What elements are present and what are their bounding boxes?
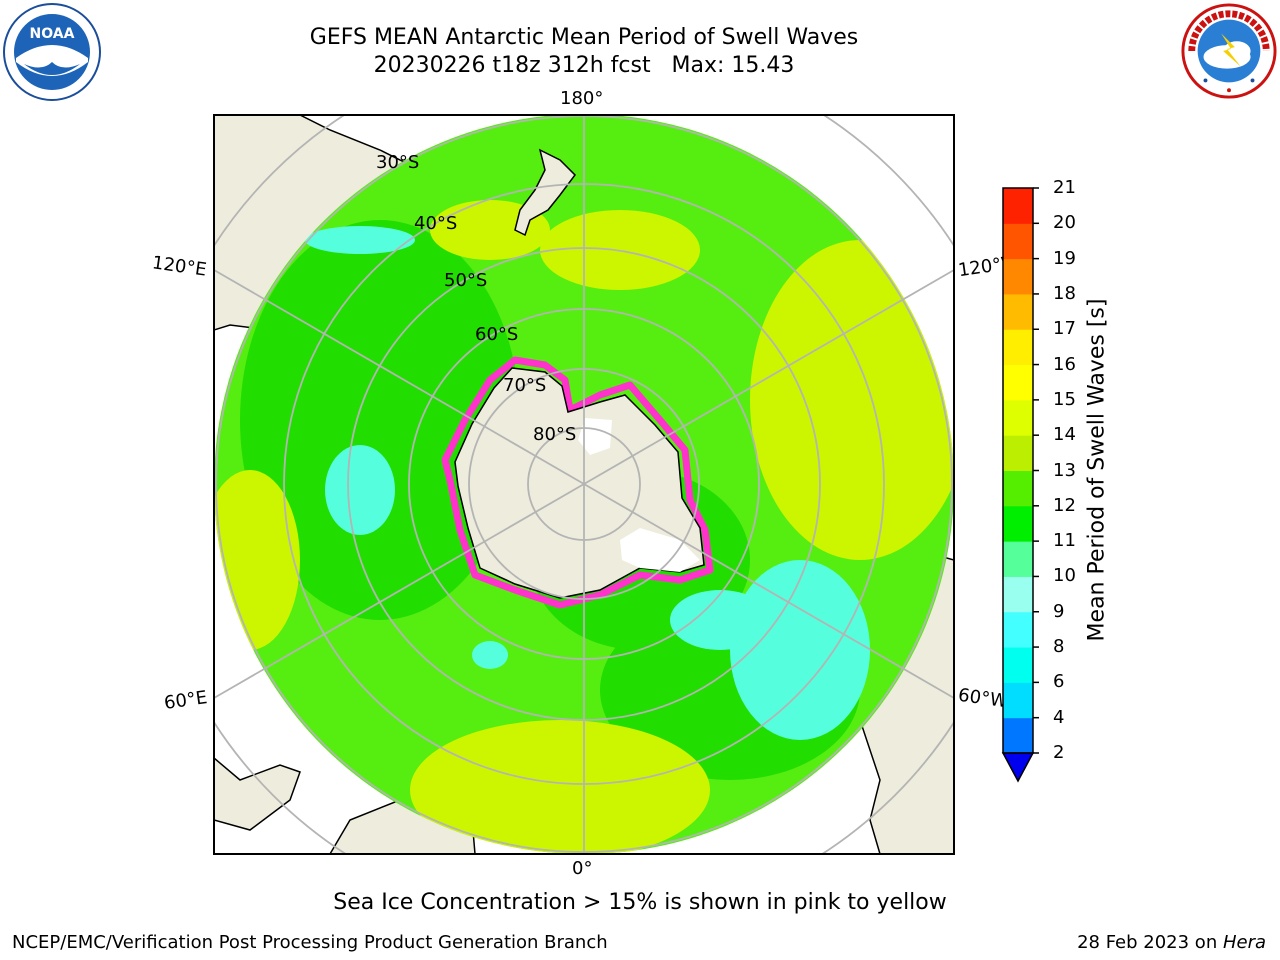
nws-logo-icon [1181, 3, 1277, 99]
colorbar-segment [1003, 435, 1033, 471]
colorbar-tick-label: 16 [1053, 353, 1076, 375]
noaa-logo-text: NOAA [30, 26, 75, 42]
lat-label-30s: 30°S [376, 152, 420, 173]
colorbar-segment [1003, 541, 1033, 577]
colorbar-tick-label: 8 [1053, 636, 1065, 658]
colorbar-tick-label: 11 [1053, 530, 1076, 552]
graticule [214, 115, 954, 854]
colorbar-segment [1003, 611, 1033, 648]
lat-label-80s: 80°S [533, 424, 577, 445]
ocean-cyan-east-2 [670, 590, 770, 650]
colorbar-segment [1003, 188, 1033, 224]
colorbar-segment [1003, 399, 1033, 436]
footer-date-text: 28 Feb 2023 on [1077, 932, 1223, 953]
title-line-2: 20230226 t18z 312h fcst Max: 15.43 [373, 53, 795, 78]
colorbar-segment [1003, 576, 1033, 613]
ocean-yellow-south [410, 720, 710, 854]
ocean-yellow-east [750, 240, 954, 560]
footer-credit: NCEP/EMC/Verification Post Processing Pr… [12, 932, 608, 953]
colorbar-segment [1003, 717, 1033, 754]
colorbar-tick-label: 17 [1053, 318, 1076, 340]
colorbar-segment [1003, 647, 1033, 683]
colorbar-tick-label: 18 [1053, 282, 1076, 304]
colorbar-label: Mean Period of Swell Waves [s] [1084, 298, 1110, 642]
lon-label-0: 0° [572, 858, 593, 879]
colorbar-tick-label: 10 [1053, 565, 1076, 587]
colorbar-segments [1001, 188, 1035, 783]
ocean-bright-west [240, 220, 520, 620]
title-line-1: GEFS MEAN Antarctic Mean Period of Swell… [309, 25, 859, 50]
colorbar-tick-label: 15 [1053, 388, 1076, 410]
ocean-cyan-east [730, 560, 870, 740]
new-zealand-land [514, 148, 576, 237]
lat-label-50s: 50°S [444, 270, 488, 291]
colorbar-tick-label: 20 [1053, 212, 1076, 234]
colorbar-segment [1003, 293, 1033, 330]
colorbar-tick-label: 6 [1053, 671, 1065, 693]
ice-shelf [620, 528, 700, 572]
colorbar-segment [1003, 682, 1033, 719]
footer-host: Hera [1222, 932, 1266, 953]
ocean-cyan-west [325, 445, 395, 535]
colorbar-segment [1003, 470, 1033, 507]
sea-ice-caption: Sea Ice Concentration > 15% is shown in … [333, 890, 947, 915]
colorbar-tick-label: 19 [1053, 247, 1076, 269]
colorbar-tick-label: 2 [1053, 742, 1065, 763]
meridian-120w [583, 269, 954, 485]
meridian-60w [583, 483, 954, 699]
footer-date: 28 Feb 2023 on Hera [1077, 932, 1266, 953]
sea-ice-edge [441, 356, 714, 609]
colorbar-tick-marks [1033, 187, 1039, 754]
colorbar-segment [1003, 505, 1033, 542]
colorbar-segment [1003, 364, 1033, 401]
meridian-60e [214, 483, 585, 699]
lon-label-180: 180° [560, 88, 604, 109]
colorbar-segment [1003, 223, 1033, 260]
map-frame [213, 114, 955, 855]
title-block: GEFS MEAN Antarctic Mean Period of Swell… [0, 24, 1168, 80]
ocean-cyan-north [305, 226, 415, 254]
colorbar-extend-triangle [1001, 752, 1035, 783]
lat-label-60s: 60°S [475, 324, 519, 345]
colorbar-tick-label: 12 [1053, 494, 1076, 516]
colorbar [1001, 187, 1039, 783]
colorbar-tick-label: 9 [1053, 600, 1065, 622]
colorbar-tick-label: 14 [1053, 424, 1076, 446]
madagascar-land [214, 757, 301, 831]
colorbar-tick-label: 13 [1053, 459, 1076, 481]
ocean-cyan-south [472, 641, 508, 669]
colorbar-tick-label: 21 [1053, 177, 1076, 198]
lat-label-70s: 70°S [503, 375, 547, 396]
lat-label-40s: 40°S [414, 213, 458, 234]
colorbar-segment [1003, 329, 1033, 366]
colorbar-tick-label: 4 [1053, 706, 1065, 728]
noaa-logo-icon: NOAA [3, 3, 101, 101]
meridian-120e [214, 269, 585, 485]
colorbar-segment [1003, 258, 1033, 295]
